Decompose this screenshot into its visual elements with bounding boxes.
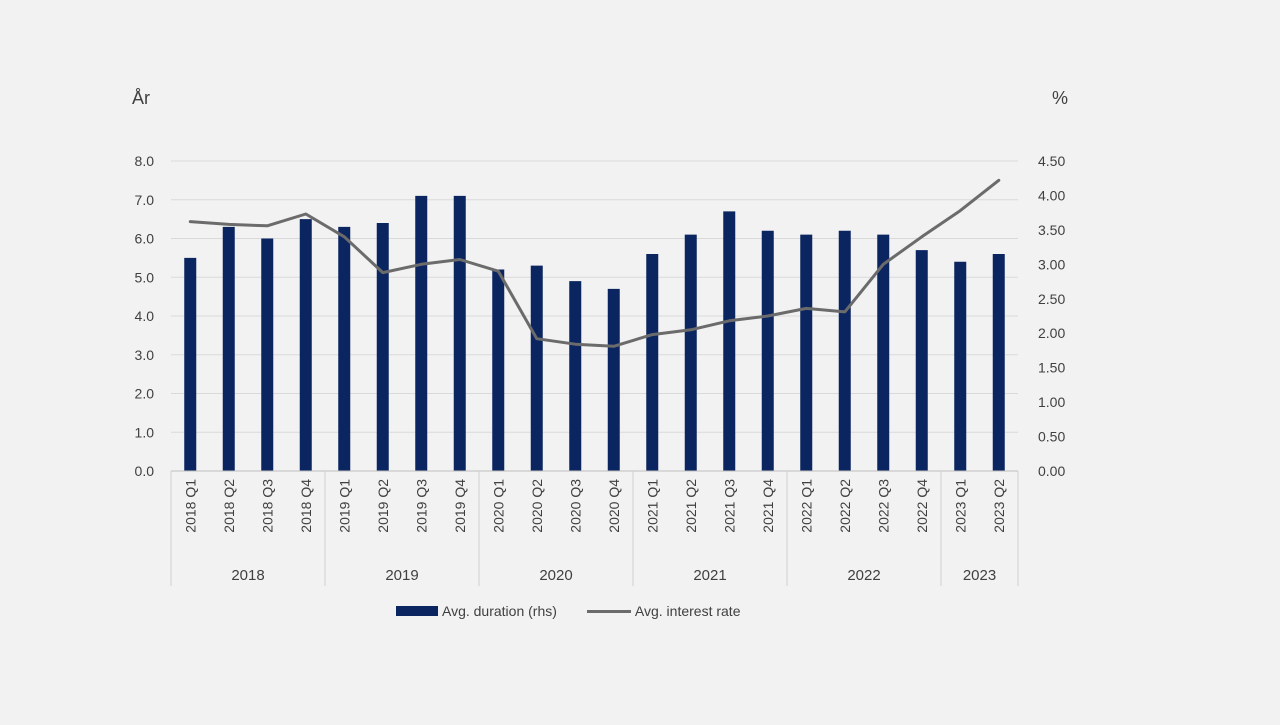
x-tick-label: 2021 Q4 bbox=[760, 479, 776, 533]
year-group-label: 2021 bbox=[693, 567, 726, 584]
x-tick-label: 2021 Q1 bbox=[644, 479, 660, 533]
bar bbox=[184, 257, 197, 471]
legend-line-swatch bbox=[586, 609, 631, 613]
bar bbox=[492, 269, 505, 471]
y-left-tick-label: 3.0 bbox=[135, 347, 155, 363]
x-tick-label: 2022 Q4 bbox=[914, 479, 930, 533]
x-tick-label: 2018 Q2 bbox=[221, 479, 237, 533]
year-group-label: 2019 bbox=[385, 567, 418, 584]
y-right-tick-label: 4.00 bbox=[1038, 187, 1065, 203]
y-right-tick-label: 3.50 bbox=[1038, 222, 1065, 238]
y-right-tick-label: 3.00 bbox=[1038, 256, 1065, 272]
bar bbox=[453, 195, 466, 471]
x-tick-label: 2020 Q1 bbox=[490, 479, 506, 533]
bar bbox=[723, 211, 736, 471]
year-group-label: 2023 bbox=[963, 567, 996, 584]
bar bbox=[530, 265, 543, 471]
bar bbox=[761, 230, 774, 471]
y-right-tick-label: 2.50 bbox=[1038, 291, 1065, 307]
legend-item-interest: Avg. interest rate bbox=[586, 603, 741, 619]
legend-label-duration: Avg. duration (rhs) bbox=[442, 603, 557, 619]
bar bbox=[684, 234, 697, 471]
bar bbox=[299, 219, 312, 471]
bar bbox=[261, 238, 274, 471]
y-right-tick-label: 2.00 bbox=[1038, 325, 1065, 341]
bar bbox=[646, 254, 659, 471]
x-tick-label: 2020 Q3 bbox=[567, 479, 583, 533]
y-left-unit-label: År bbox=[132, 88, 150, 108]
x-tick-label: 2019 Q4 bbox=[452, 479, 468, 533]
bar bbox=[415, 195, 428, 471]
legend-bar-swatch bbox=[396, 606, 438, 616]
y-left-tick-label: 0.0 bbox=[135, 463, 155, 479]
x-tick-label: 2020 Q2 bbox=[529, 479, 545, 533]
x-tick-label: 2022 Q2 bbox=[837, 479, 853, 533]
bar bbox=[607, 288, 620, 471]
y-left-tick-label: 4.0 bbox=[135, 308, 155, 324]
interest-rate-line bbox=[188, 178, 1001, 348]
x-tick-label: 2018 Q1 bbox=[182, 479, 198, 533]
bar bbox=[915, 250, 928, 471]
x-tick-label: 2022 Q1 bbox=[798, 479, 814, 533]
y-left-tick-label: 8.0 bbox=[135, 153, 155, 169]
x-tick-label: 2021 Q3 bbox=[721, 479, 737, 533]
year-group-label: 2018 bbox=[231, 567, 264, 584]
x-tick-label: 2020 Q4 bbox=[606, 479, 622, 533]
bar bbox=[838, 230, 851, 471]
bar bbox=[222, 226, 235, 471]
bar bbox=[338, 226, 351, 471]
y-left-tick-label: 7.0 bbox=[135, 192, 155, 208]
bar bbox=[877, 234, 890, 471]
y-left-tick-label: 6.0 bbox=[135, 231, 155, 247]
bar bbox=[376, 223, 389, 471]
x-tick-label: 2019 Q2 bbox=[375, 479, 391, 533]
year-group-label: 2020 bbox=[539, 567, 572, 584]
legend-label-interest: Avg. interest rate bbox=[634, 603, 741, 619]
legend: Avg. duration (rhs) Avg. interest rate bbox=[396, 603, 770, 619]
y-right-tick-label: 0.00 bbox=[1038, 463, 1065, 479]
x-tick-label: 2023 Q2 bbox=[991, 479, 1007, 533]
bar bbox=[992, 254, 1005, 471]
bar bbox=[800, 234, 813, 471]
x-tick-label: 2023 Q1 bbox=[952, 479, 968, 533]
x-tick-label: 2021 Q2 bbox=[683, 479, 699, 533]
x-tick-label: 2022 Q3 bbox=[875, 479, 891, 533]
x-tick-label: 2019 Q3 bbox=[413, 479, 429, 533]
y-right-tick-label: 0.50 bbox=[1038, 429, 1065, 445]
y-right-tick-label: 1.50 bbox=[1038, 360, 1065, 376]
x-tick-label: 2019 Q1 bbox=[336, 479, 352, 533]
x-tick-label: 2018 Q3 bbox=[259, 479, 275, 533]
y-left-tick-label: 5.0 bbox=[135, 269, 155, 285]
y-left-tick-label: 1.0 bbox=[135, 424, 155, 440]
y-right-tick-label: 1.00 bbox=[1038, 394, 1065, 410]
bar bbox=[954, 261, 967, 471]
bar bbox=[569, 281, 582, 471]
year-group-label: 2022 bbox=[847, 567, 880, 584]
legend-item-duration: Avg. duration (rhs) bbox=[396, 603, 557, 619]
x-tick-label: 2018 Q4 bbox=[298, 479, 314, 533]
y-right-unit-label: % bbox=[1052, 88, 1068, 108]
y-left-tick-label: 2.0 bbox=[135, 386, 155, 402]
y-right-tick-label: 4.50 bbox=[1038, 153, 1065, 169]
